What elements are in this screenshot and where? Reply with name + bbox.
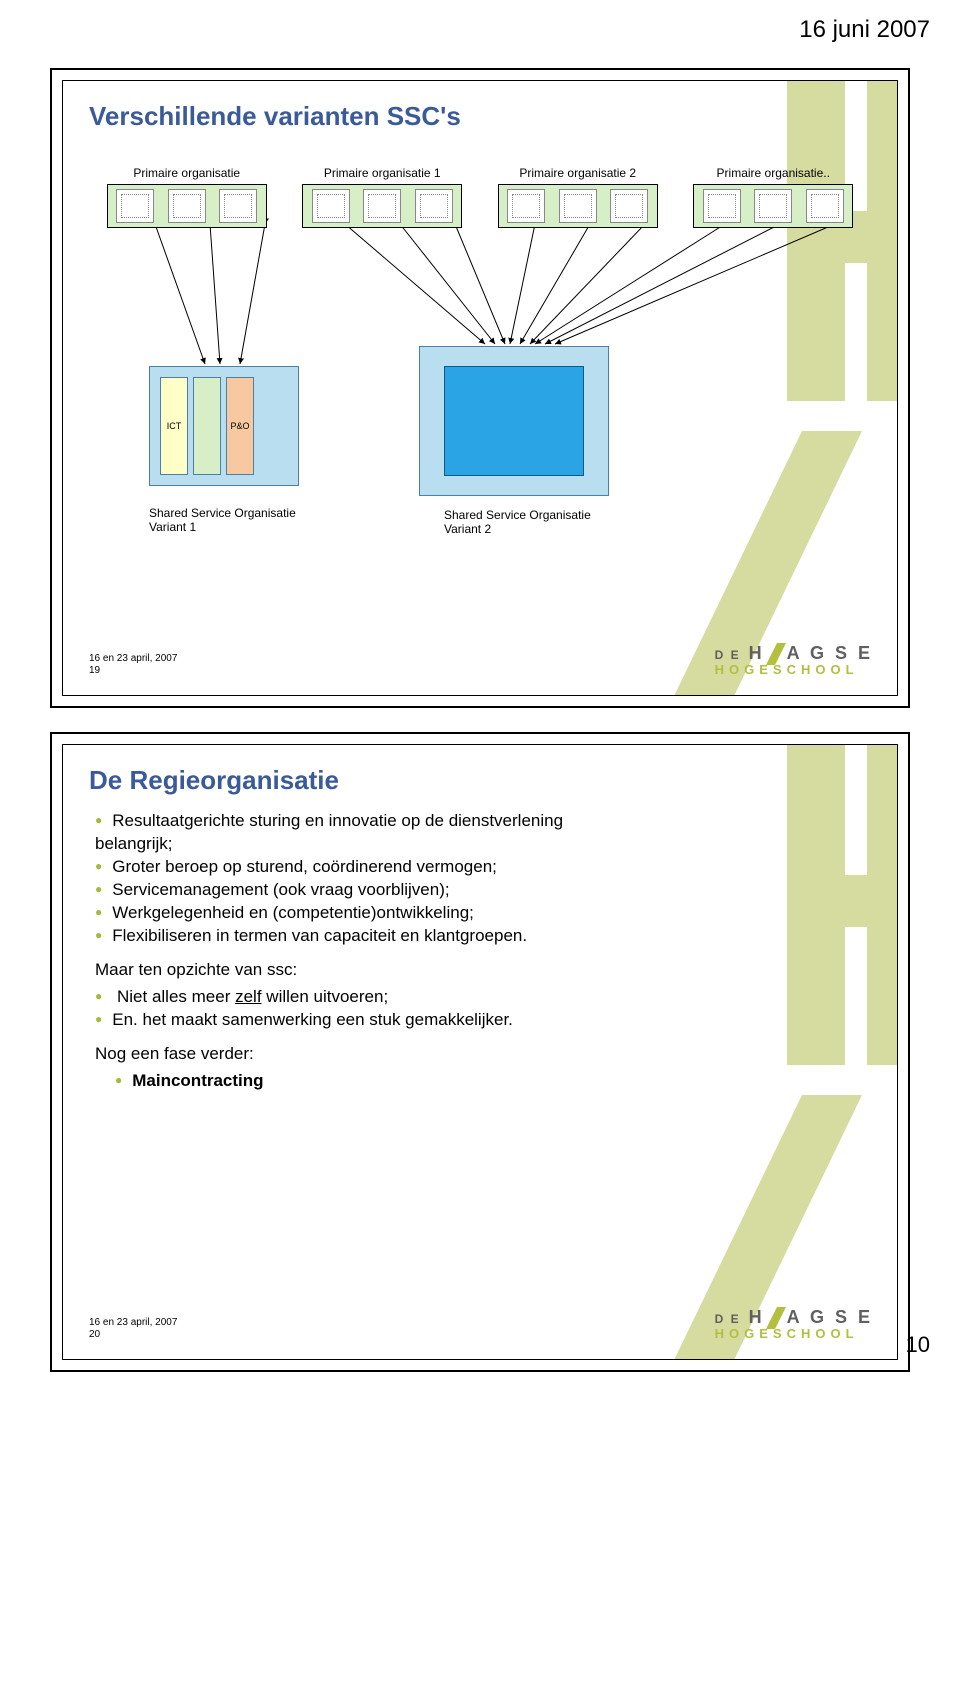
- pillar-ict: ICT: [160, 377, 188, 475]
- ssc2-inner: [444, 366, 584, 476]
- slide-title: De Regieorganisatie: [89, 765, 871, 796]
- org-label: Primaire organisatie..: [693, 166, 853, 180]
- org-label: Primaire organisatie 2: [498, 166, 658, 180]
- unit-box: [116, 189, 154, 223]
- ssc2-label-line1: Shared Service Organisatie: [444, 508, 591, 522]
- mid-text: Maar ten opzichte van ssc:: [95, 960, 871, 980]
- bullet-item: Flexibiliseren in termen van capaciteit …: [95, 925, 615, 948]
- pillar-blank: [193, 377, 221, 475]
- org-label: Primaire organisatie: [107, 166, 267, 180]
- underlined-word: zelf: [235, 987, 261, 1006]
- unit-box: [559, 189, 597, 223]
- pillar-label: P&O: [230, 421, 249, 431]
- bullet-text: Niet alles meer: [117, 987, 235, 1006]
- logo: D E H A G S E HOGESCHOOL: [715, 643, 873, 677]
- ssc-variant-2: [419, 346, 609, 496]
- unit-box: [312, 189, 350, 223]
- box-row: [107, 184, 267, 228]
- logo-main: H A G S E: [749, 1307, 873, 1328]
- box-row: [302, 184, 462, 228]
- footer-date: 16 en 23 april, 2007: [89, 1317, 177, 1328]
- ssc1-label-line1: Shared Service Organisatie: [149, 506, 296, 520]
- footer-date: 16 en 23 april, 2007: [89, 653, 177, 664]
- bullet-item: En. het maakt samenwerking een stuk gema…: [95, 1009, 615, 1032]
- footer-idx: 19: [89, 665, 100, 676]
- footer-note: 16 en 23 april, 2007 19: [89, 653, 177, 677]
- logo-de: D E: [715, 648, 741, 662]
- bullet-text-tail: willen uitvoeren;: [262, 987, 389, 1006]
- bullet-item: Resultaatgerichte sturing en innovatie o…: [95, 810, 615, 856]
- pillar-po: P&O: [226, 377, 254, 475]
- ssc2-label: Shared Service Organisatie Variant 2: [444, 508, 624, 536]
- bullet-list-tail: Maincontracting: [115, 1070, 871, 1093]
- tail-text: Nog een fase verder:: [95, 1044, 871, 1064]
- pillar-label: ICT: [167, 421, 182, 431]
- footer-note: 16 en 23 april, 2007 20: [89, 1317, 177, 1341]
- ssc2-label-line2: Variant 2: [444, 522, 491, 536]
- box-row: [498, 184, 658, 228]
- bullet-item: Servicemanagement (ook vraag voorblijven…: [95, 879, 615, 902]
- logo-slash-icon: [766, 1309, 786, 1327]
- unit-box: [754, 189, 792, 223]
- slide-title: Verschillende varianten SSC's: [89, 101, 871, 132]
- unit-box: [415, 189, 453, 223]
- slide-2-inner: De Regieorganisatie Resultaatgerichte st…: [62, 744, 898, 1360]
- footer-idx: 20: [89, 1329, 100, 1340]
- bullet-item: Groter beroep op sturend, coördinerend v…: [95, 856, 615, 879]
- bullet-list-mid: Niet alles meer zelf willen uitvoeren; E…: [95, 986, 615, 1032]
- org-block-3: Primaire organisatie..: [693, 166, 853, 228]
- org-row: Primaire organisatie Primaire organisati…: [89, 166, 871, 228]
- unit-box: [363, 189, 401, 223]
- logo-de: D E: [715, 1312, 741, 1326]
- bullet-item: Niet alles meer zelf willen uitvoeren;: [95, 986, 615, 1009]
- logo-rest: A G S E: [787, 1307, 873, 1328]
- unit-box: [806, 189, 844, 223]
- ssc-variant-1: ICT P&O: [149, 366, 299, 486]
- page-date: 16 juni 2007: [0, 0, 960, 44]
- logo-h: H: [749, 643, 765, 664]
- unit-box: [610, 189, 648, 223]
- org-label: Primaire organisatie 1: [302, 166, 462, 180]
- logo-sub: HOGESCHOOL: [715, 662, 873, 677]
- page-number: 10: [906, 1332, 930, 1358]
- org-block-1: Primaire organisatie 1: [302, 166, 462, 228]
- logo-main: H A G S E: [749, 643, 873, 664]
- unit-box: [507, 189, 545, 223]
- logo-sub: HOGESCHOOL: [715, 1326, 873, 1341]
- logo: D E H A G S E HOGESCHOOL: [715, 1307, 873, 1341]
- logo-rest: A G S E: [787, 643, 873, 664]
- org-block-2: Primaire organisatie 2: [498, 166, 658, 228]
- diagram-area: Primaire organisatie Primaire organisati…: [89, 146, 871, 586]
- unit-box: [168, 189, 206, 223]
- logo-h: H: [749, 1307, 765, 1328]
- slide-1-frame: Verschillende varianten SSC's: [50, 68, 910, 708]
- bullet-list-main: Resultaatgerichte sturing en innovatie o…: [95, 810, 615, 948]
- slide-2-frame: De Regieorganisatie Resultaatgerichte st…: [50, 732, 910, 1372]
- unit-box: [219, 189, 257, 223]
- bullet-item: Maincontracting: [115, 1070, 871, 1093]
- unit-box: [703, 189, 741, 223]
- bold-word: Maincontracting: [132, 1071, 263, 1090]
- bullet-item: Werkgelegenheid en (competentie)ontwikke…: [95, 902, 615, 925]
- ssc1-label: Shared Service Organisatie Variant 1: [149, 506, 299, 534]
- org-block-0: Primaire organisatie: [107, 166, 267, 228]
- logo-slash-icon: [766, 645, 786, 663]
- slide-1-inner: Verschillende varianten SSC's: [62, 80, 898, 696]
- ssc1-label-line2: Variant 1: [149, 520, 196, 534]
- box-row: [693, 184, 853, 228]
